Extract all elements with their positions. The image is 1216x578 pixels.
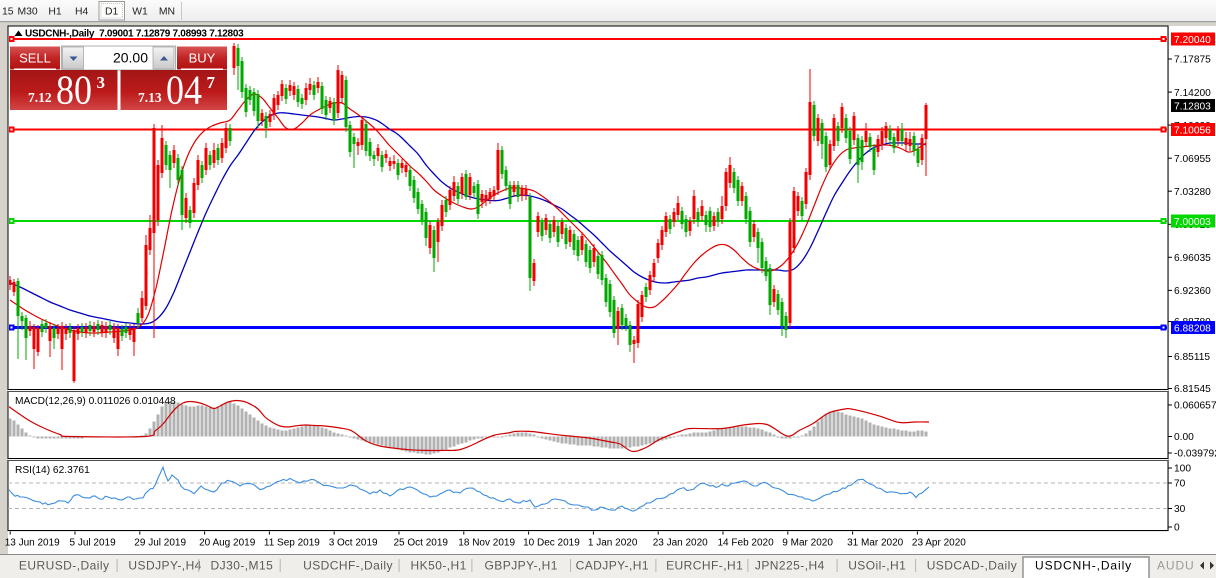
svg-text:80: 80 [56, 67, 92, 113]
svg-text:USDCHF-,Daily: USDCHF-,Daily [303, 559, 393, 573]
svg-text:3: 3 [97, 73, 106, 92]
svg-text:M30: M30 [18, 7, 38, 18]
svg-text:3 Oct 2019: 3 Oct 2019 [329, 538, 378, 549]
svg-text:1 Jan 2020: 1 Jan 2020 [588, 538, 638, 549]
svg-text:04: 04 [166, 67, 202, 113]
svg-text:USDCNH-,Daily 7.09001 7.12879: USDCNH-,Daily 7.09001 7.12879 7.08993 7.… [25, 29, 244, 40]
svg-text:9 Mar 2020: 9 Mar 2020 [782, 538, 833, 549]
svg-text:29 Jul 2019: 29 Jul 2019 [134, 538, 186, 549]
svg-text:7.20040: 7.20040 [1174, 35, 1211, 46]
svg-text:H1: H1 [48, 7, 62, 18]
svg-text:7: 7 [207, 73, 216, 92]
svg-text:W1: W1 [132, 7, 148, 18]
svg-text:H4: H4 [75, 7, 89, 18]
svg-text:0: 0 [1174, 523, 1180, 534]
svg-text:23 Apr 2020: 23 Apr 2020 [912, 538, 966, 549]
svg-text:JPN225-,H4: JPN225-,H4 [755, 559, 825, 573]
svg-text:11 Sep 2019: 11 Sep 2019 [264, 538, 320, 549]
svg-text:CADJPY-,H1: CADJPY-,H1 [576, 559, 649, 573]
svg-text:USDJPY-,H4: USDJPY-,H4 [128, 559, 201, 573]
svg-text:USDCNH-,Daily: USDCNH-,Daily [1035, 559, 1132, 573]
svg-text:USDCAD-,Daily: USDCAD-,Daily [927, 559, 1018, 573]
svg-text:D1: D1 [105, 7, 119, 18]
svg-text:0.00: 0.00 [1174, 432, 1194, 443]
svg-text:HK50-,H1: HK50-,H1 [411, 559, 467, 573]
svg-text:7.14200: 7.14200 [1174, 88, 1211, 99]
svg-text:30: 30 [1174, 504, 1186, 515]
svg-text:-0.039792: -0.039792 [1174, 449, 1216, 460]
svg-text:7.13: 7.13 [138, 90, 162, 105]
svg-text:13 Jun 2019: 13 Jun 2019 [5, 538, 60, 549]
svg-text:18 Nov 2019: 18 Nov 2019 [458, 538, 515, 549]
svg-text:7.03280: 7.03280 [1174, 187, 1211, 198]
svg-text:20.00: 20.00 [113, 50, 148, 66]
svg-text:20 Aug 2019: 20 Aug 2019 [199, 538, 256, 549]
svg-text:7.06955: 7.06955 [1174, 154, 1211, 165]
svg-text:31 Mar 2020: 31 Mar 2020 [847, 538, 904, 549]
svg-text:6.88208: 6.88208 [1174, 324, 1211, 335]
svg-text:GBPJPY-,H1: GBPJPY-,H1 [485, 559, 558, 573]
svg-text:AUDU: AUDU [1157, 559, 1195, 573]
svg-text:EURUSD-,Daily: EURUSD-,Daily [19, 559, 110, 573]
svg-text:6.96035: 6.96035 [1174, 253, 1211, 264]
svg-text:7.12: 7.12 [28, 90, 52, 105]
svg-text:6.81545: 6.81545 [1174, 384, 1211, 395]
svg-text:70: 70 [1174, 479, 1186, 490]
svg-text:25 Oct 2019: 25 Oct 2019 [394, 538, 449, 549]
svg-text:7.10056: 7.10056 [1174, 126, 1211, 137]
svg-text:DJ30-,M15: DJ30-,M15 [211, 559, 274, 573]
svg-text:MACD(12,26,9) 0.011026 0.01044: MACD(12,26,9) 0.011026 0.010448 [15, 396, 176, 407]
svg-text:RSI(14) 62.3761: RSI(14) 62.3761 [15, 465, 90, 476]
svg-text:6.92360: 6.92360 [1174, 286, 1211, 297]
svg-text:100: 100 [1174, 464, 1191, 475]
svg-text:SELL: SELL [19, 51, 51, 66]
svg-text:0.060657: 0.060657 [1174, 401, 1216, 412]
svg-text:USOil-,H1: USOil-,H1 [848, 559, 906, 573]
svg-text:BUY: BUY [189, 51, 216, 66]
svg-text:7.17875: 7.17875 [1174, 55, 1211, 66]
svg-text:MN: MN [159, 7, 175, 18]
svg-text:15: 15 [2, 7, 14, 18]
svg-text:10 Dec 2019: 10 Dec 2019 [523, 538, 580, 549]
svg-text:EURCHF-,H1: EURCHF-,H1 [666, 559, 743, 573]
svg-text:14 Feb 2020: 14 Feb 2020 [718, 538, 775, 549]
svg-text:6.85115: 6.85115 [1174, 352, 1210, 363]
svg-text:7.12803: 7.12803 [1174, 102, 1211, 113]
svg-text:23 Jan 2020: 23 Jan 2020 [653, 538, 708, 549]
svg-text:5 Jul 2019: 5 Jul 2019 [70, 538, 117, 549]
svg-text:7.00003: 7.00003 [1174, 217, 1211, 228]
